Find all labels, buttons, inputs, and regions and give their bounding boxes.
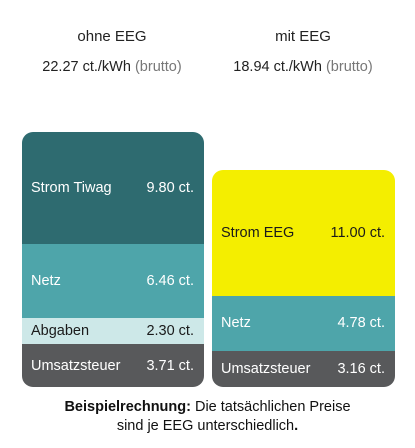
segment-strom-tiwag: Strom Tiwag 9.80 ct. (22, 131, 204, 244)
caption-text-2: sind je EEG unterschiedlich (116, 418, 295, 434)
segment-value: 4.78 ct. (337, 315, 385, 332)
segment-umsatzsteuer: Umsatzsteuer 3.16 ct. (212, 350, 395, 387)
segment-label: Netz (31, 273, 61, 289)
segment-label: Abgaben (31, 323, 90, 340)
stacked-bar-mit-eeg: Umsatzsteuer 3.16 ct. Netz 4.78 ct. Strom EE… (212, 169, 395, 387)
stacked-bar-ohne-eeg: Umsatzsteuer 3.71 ct. Abgaben 2.30 ct. Netz 6… (22, 131, 204, 387)
price-value: 18.94 ct./kWh (233, 59, 322, 75)
segment-label: Strom EEG (221, 224, 295, 241)
column-price: 22.27 ct./kWh (brutto) (22, 59, 202, 75)
column-header-ohne-eeg: ohne EEG 22.27 ct./kWh (brutto) (22, 28, 202, 75)
segment-abgaben: Abgaben 2.30 ct. (22, 318, 204, 345)
price-value: 22.27 ct./kWh (42, 59, 131, 75)
segment-value: 3.16 ct. (337, 360, 385, 377)
column-header-mit-eeg: mit EEG 18.94 ct./kWh (brutto) (213, 28, 393, 75)
segment-label: Netz (221, 315, 251, 332)
segment-netz: Netz 6.46 ct. (22, 243, 204, 319)
segment-netz: Netz 4.78 ct. (212, 295, 395, 351)
segment-value: 11.00 ct. (330, 224, 385, 241)
caption-line-2: sind je EEG unterschiedlich. (0, 417, 415, 436)
segment-value: 6.46 ct. (146, 273, 194, 289)
column-title: mit EEG (275, 28, 331, 45)
caption-line-1: Beispielrechnung: Die tatsächlichen Prei… (0, 398, 415, 417)
segment-label: Strom Tiwag (31, 179, 112, 196)
column-price: 18.94 ct./kWh (brutto) (213, 59, 393, 75)
segment-label: Umsatzsteuer (221, 360, 311, 377)
segment-label: Umsatzsteuer (31, 357, 121, 374)
segment-value: 2.30 ct. (146, 323, 194, 340)
caption-text-1: Die tatsächlichen Preise (194, 399, 351, 415)
segment-umsatzsteuer: Umsatzsteuer 3.71 ct. (22, 344, 204, 387)
caption-period: . (294, 418, 299, 434)
segment-strom-eeg: Strom EEG 11.00 ct. (212, 169, 395, 296)
segment-value: 9.80 ct. (146, 179, 194, 196)
price-suffix: (brutto) (134, 59, 182, 75)
price-suffix: (brutto) (325, 59, 373, 75)
column-title: ohne EEG (77, 28, 147, 45)
caption: Beispielrechnung: Die tatsächlichen Prei… (0, 398, 415, 436)
caption-bold: Beispielrechnung: (64, 399, 191, 415)
segment-value: 3.71 ct. (146, 357, 194, 374)
